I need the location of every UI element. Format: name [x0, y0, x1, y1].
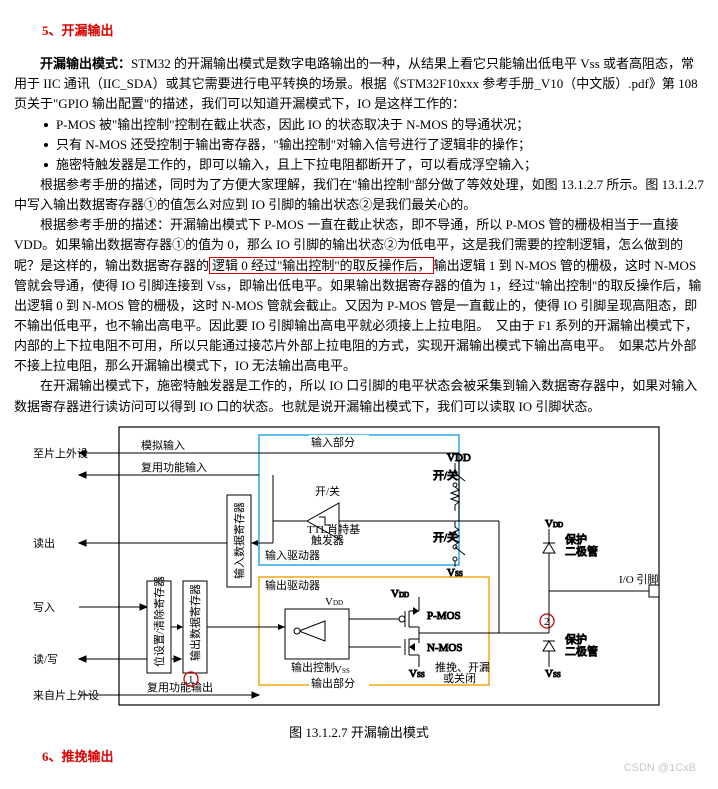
bullet-1: P-MOS 被"输出控制"控制在截止状态，因此 IO 的状态取决于 N-MOS … — [14, 115, 704, 135]
bold-lead: 开漏输出模式： — [40, 56, 131, 71]
svg-text:推挽、开漏: 推挽、开漏 — [435, 660, 490, 674]
label-in-region: 输入部分 — [311, 435, 355, 449]
svg-text:N-MOS: N-MOS — [427, 642, 462, 654]
register-odr: 输出数据寄存器 — [183, 581, 207, 673]
svg-text:开/关: 开/关 — [433, 468, 458, 482]
svg-text:VSS: VSS — [334, 664, 350, 676]
schmitt-trigger-icon: 开/关 TTL肖特基 触发器 — [307, 484, 360, 547]
svg-text:TTL肖特基: TTL肖特基 — [307, 522, 360, 536]
label-write: 写入 — [33, 602, 55, 614]
label-rw: 读/写 — [33, 652, 58, 666]
svg-text:P-MOS: P-MOS — [427, 610, 461, 622]
svg-text:VDD: VDD — [391, 588, 409, 600]
svg-text:二极管: 二极管 — [565, 544, 598, 558]
heading-5: 5、开漏输出 — [14, 21, 704, 41]
svg-text:输出数据寄存器: 输出数据寄存器 — [188, 584, 202, 661]
svg-text:保护: 保护 — [565, 632, 587, 646]
bullet-2: 只有 N-MOS 还受控制于输出寄存器，"输出控制"对输入信号进行了逻辑非的操作… — [14, 135, 704, 155]
label-analog-in: 模拟输入 — [141, 438, 185, 452]
label-alt-in: 复用功能输入 — [141, 460, 207, 474]
label-in-drv: 输入驱动器 — [265, 548, 320, 562]
svg-text:VSS: VSS — [447, 567, 463, 579]
svg-text:保护: 保护 — [565, 532, 587, 546]
register-bsrr: 位设置/清除寄存器 — [147, 576, 171, 673]
paragraph-2: 根据参考手册的描述，同时为了方便大家理解，我们在"输出控制"部分做了等效处理，如… — [14, 175, 704, 215]
svg-text:开/关: 开/关 — [315, 484, 340, 498]
svg-text:VDD: VDD — [545, 518, 563, 530]
heading-6: 6、推挽输出 — [14, 747, 704, 767]
pulldown-icon: VSS 开/关 — [433, 521, 465, 579]
p3b: 输出逻辑 1 到 N-MOS 管的栅极，这时 N-MOS 管就会导通，使得 IO… — [14, 258, 701, 374]
figure-diagram: 输入部分 输出部分 至片上外设 读出 写入 读/写 来自片上外设 模拟输入 复用… — [29, 421, 689, 721]
svg-text:VDD: VDD — [447, 452, 471, 464]
paragraph-1: 开漏输出模式：STM32 的开漏输出模式是数字电路输出的一种，从结果上看它只能输… — [14, 54, 704, 114]
label-out-drv: 输出驱动器 — [265, 578, 320, 592]
svg-text:1: 1 — [188, 674, 194, 686]
protection-diodes: VDD VSS 保护 二极管 保护 二极管 — [543, 518, 598, 680]
svg-text:开/关: 开/关 — [433, 530, 458, 544]
svg-text:VSS: VSS — [545, 668, 561, 680]
bullet-3: 施密特触发器是工作的，即可以输入，且上下拉电阻都断开了，可以看成浮空输入； — [14, 155, 704, 175]
register-idr: 输入数据寄存器 — [227, 495, 251, 587]
highlight-1: 逻辑 0 经过"输出控制"的取反操作后， — [209, 257, 434, 274]
paragraph-4: 在开漏输出模式下，施密特触发器是工作的，所以 IO 口引脚的电平状态会被采集到输… — [14, 376, 704, 416]
svg-text:VDD: VDD — [325, 596, 343, 608]
pullup-icon: VDD 开/关 — [433, 452, 471, 511]
svg-text:触发器: 触发器 — [311, 533, 344, 547]
label-iopin: I/O 引脚 — [619, 572, 658, 586]
svg-text:VSS: VSS — [409, 668, 425, 680]
label-alt-out: 复用功能输出 — [147, 680, 213, 694]
svg-text:位设置/清除寄存器: 位设置/清除寄存器 — [152, 576, 166, 667]
svg-text:输出控制: 输出控制 — [291, 660, 335, 674]
svg-text:二极管: 二极管 — [565, 644, 598, 658]
svg-text:或关闭: 或关闭 — [443, 671, 476, 685]
label-out-region: 输出部分 — [311, 676, 355, 690]
watermark: CSDN @1CxB — [624, 760, 696, 777]
output-control-box: 输出控制 VDD VSS — [285, 596, 350, 676]
label-read: 读出 — [33, 536, 55, 550]
paragraph-3: 根据参考手册的描述：开漏输出模式下 P-MOS 一直在截止状态，即不导通，所以 … — [14, 215, 704, 376]
svg-text:输入数据寄存器: 输入数据寄存器 — [232, 502, 246, 579]
figure-caption: 图 13.1.2.7 开漏输出模式 — [14, 723, 704, 743]
pmos-icon: VDD P-MOS — [391, 588, 461, 635]
